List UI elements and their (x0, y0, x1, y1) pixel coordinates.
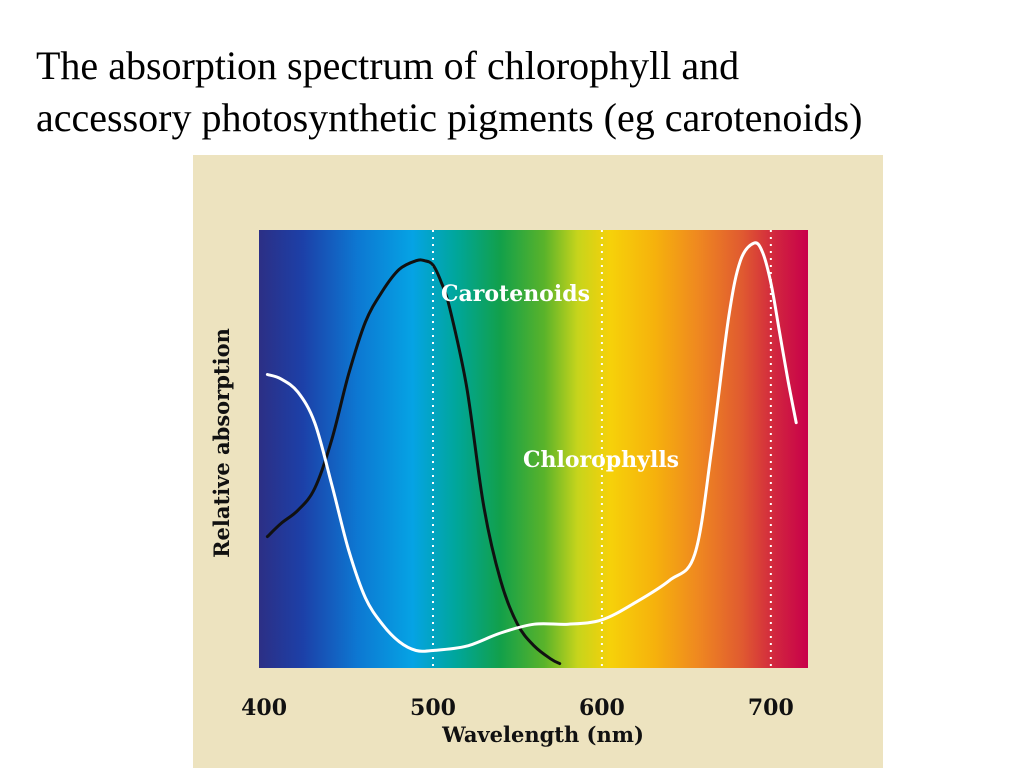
x-tick-label-600: 600 (579, 695, 625, 721)
spectrum-background (259, 230, 808, 668)
series-line-chlorophylls (265, 241, 798, 653)
x-axis-label: Wavelength (nm) (441, 722, 644, 747)
series-label-chlorophylls: Chlorophylls (523, 447, 679, 473)
series-layer (265, 241, 798, 666)
reference-lines (431, 230, 772, 668)
absorption-spectrum-chart: 400 500 600 700 Carotenoids Chlorophylls Wa… (209, 230, 808, 747)
y-axis-label: Relative absorption (209, 328, 234, 558)
x-tick-label-400: 400 (241, 695, 287, 721)
slide-title: The absorption spectrum of chlorophyll a… (36, 40, 996, 144)
x-tick-labels: 400 500 600 700 (241, 695, 794, 721)
slide-title-line-2: accessory photosynthetic pigments (eg ca… (36, 95, 863, 140)
series-line-carotenoids (265, 258, 562, 666)
series-label-carotenoids: Carotenoids (441, 281, 590, 307)
x-tick-label-500: 500 (410, 695, 456, 721)
slide-title-line-1: The absorption spectrum of chlorophyll a… (36, 43, 740, 88)
figure-panel: 400 500 600 700 Carotenoids Chlorophylls Wa… (193, 155, 883, 768)
x-tick-label-700: 700 (748, 695, 794, 721)
